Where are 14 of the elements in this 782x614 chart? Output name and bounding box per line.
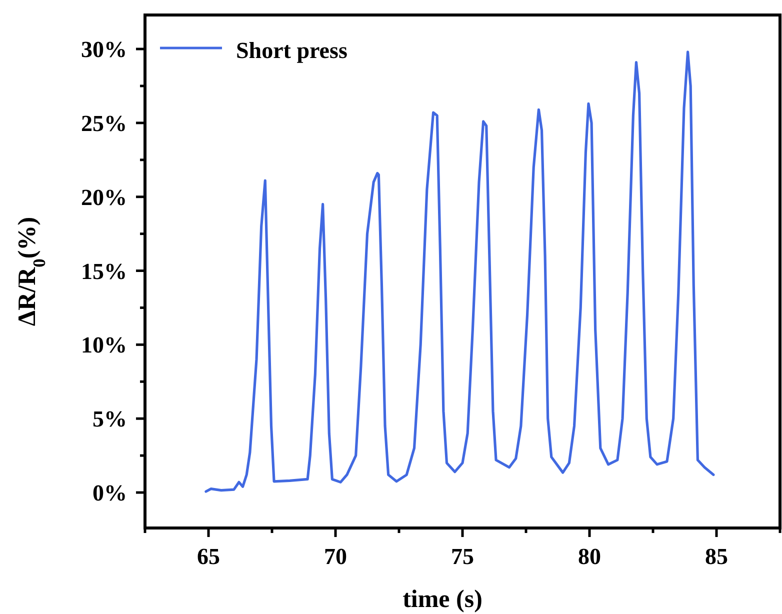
y-tick-label: 25% xyxy=(81,110,127,136)
x-axis-title: time (s) xyxy=(402,586,482,613)
x-tick-label: 75 xyxy=(451,544,474,569)
x-tick-label: 70 xyxy=(324,544,347,569)
y-tick-label: 10% xyxy=(81,332,127,358)
y-tick-label: 0% xyxy=(92,480,127,506)
y-tick-label: 15% xyxy=(81,258,127,284)
x-tick-label: 85 xyxy=(705,544,728,569)
x-tick-label: 80 xyxy=(578,544,601,569)
legend-label: Short press xyxy=(236,38,348,64)
y-tick-label: 30% xyxy=(81,37,127,62)
x-tick-label: 65 xyxy=(197,544,220,569)
y-tick-label: 5% xyxy=(92,406,127,432)
y-tick-label: 20% xyxy=(81,184,127,210)
